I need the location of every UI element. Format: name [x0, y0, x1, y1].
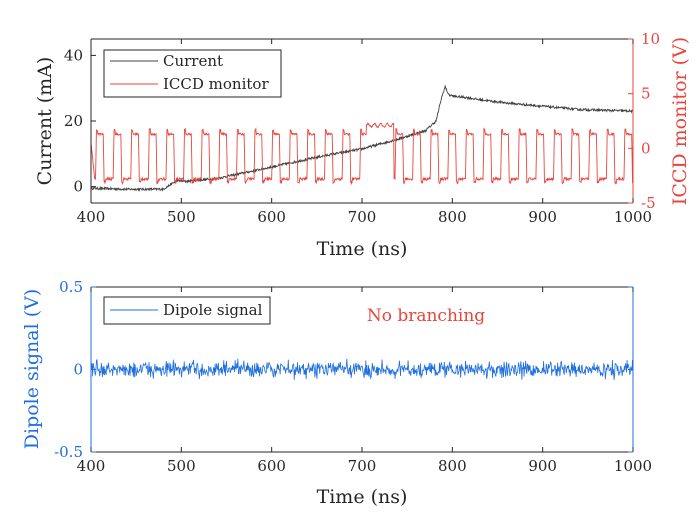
top-y-tick-label: 0	[73, 178, 83, 196]
top-x-tick-label: 700	[348, 208, 377, 226]
bottom-x-tick-label: 700	[348, 457, 377, 475]
top-y-right-axis-title: ICCD monitor (V)	[669, 37, 691, 205]
bottom-x-tick-label: 600	[257, 457, 286, 475]
iccd-series	[90, 122, 634, 186]
legend-current-label: Current	[163, 52, 223, 70]
top-x-tick-label: 500	[167, 208, 196, 226]
bottom-x-tick-label: 1000	[614, 457, 652, 475]
top-x-tick-label: 900	[528, 208, 557, 226]
top-y-right-tick-label: 0	[641, 139, 651, 157]
top-y-right-tick-label: 5	[641, 85, 651, 103]
top-y-right-tick-label: 10	[641, 30, 660, 48]
bottom-y-tick-label: 0.5	[59, 278, 83, 296]
bottom-x-tick-label: 900	[528, 457, 557, 475]
bottom-y-axis-title: Dipole signal (V)	[21, 289, 43, 450]
legend-iccd-label: ICCD monitor	[163, 75, 269, 93]
top-legend: Current ICCD monitor	[103, 49, 282, 98]
no-branching-annotation: No branching	[367, 306, 485, 326]
legend-dipole-label: Dipole signal	[163, 301, 263, 319]
bottom-panel: 400 500 600 700 800 900 1000 -0.5 0 0.5 Dipole si…	[21, 278, 652, 508]
bottom-x-tick-label: 800	[438, 457, 467, 475]
dipole-series	[90, 358, 633, 381]
bottom-x-tick-label: 500	[167, 457, 196, 475]
top-y-tick-label: 40	[64, 46, 83, 64]
dipole-line	[90, 358, 633, 381]
current-line	[90, 84, 634, 192]
top-x-axis-title: Time (ns)	[317, 238, 408, 260]
bottom-x-axis-title: Time (ns)	[317, 486, 408, 508]
top-y-right-tick-label: -5	[641, 194, 656, 212]
top-x-tick-label: 600	[257, 208, 286, 226]
top-x-tick-label: 1000	[614, 208, 652, 226]
top-axes: 400 500 600 700 800 900 1000 0 20 40 -5 0 5 10	[64, 30, 660, 226]
top-x-tick-label: 400	[77, 208, 106, 226]
bottom-y-tick-label: -0.5	[54, 443, 83, 461]
top-legend-box	[103, 49, 282, 98]
top-x-tick-label: 800	[438, 208, 467, 226]
bottom-x-tick-label: 400	[77, 457, 106, 475]
top-y-tick-label: 20	[64, 112, 83, 130]
bottom-legend: Dipole signal	[103, 296, 271, 325]
top-y-axis-title: Current (mA)	[34, 57, 56, 186]
top-panel: 400 500 600 700 800 900 1000 0 20 40 -5 0 5 10 Curren…	[34, 30, 691, 260]
iccd-line	[90, 122, 634, 186]
bottom-axes: 400 500 600 700 800 900 1000 -0.5 0 0.5	[54, 278, 652, 475]
bottom-y-tick-label: 0	[73, 361, 83, 379]
current-series	[90, 84, 634, 192]
